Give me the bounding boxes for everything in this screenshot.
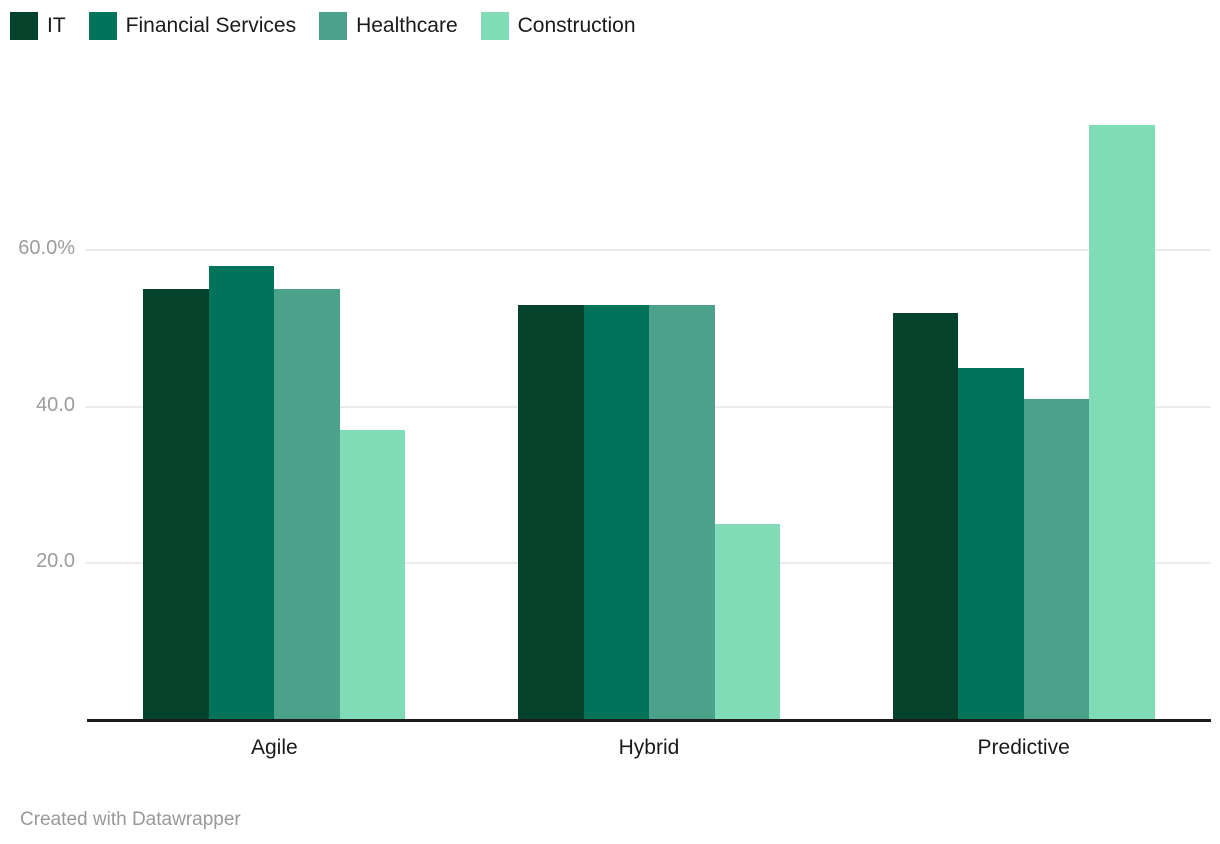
bar-financial-services-predictive xyxy=(958,367,1024,720)
category-label-hybrid: Hybrid xyxy=(618,736,680,759)
y-tick-label: 20.0 xyxy=(36,550,75,573)
legend-item-healthcare: Healthcare xyxy=(319,12,458,40)
legend: IT Financial Services Healthcare Constructi… xyxy=(10,12,636,40)
legend-label: Healthcare xyxy=(356,14,458,37)
x-axis-line xyxy=(87,719,1211,722)
legend-item-it: IT xyxy=(10,12,66,40)
bar-it-hybrid xyxy=(518,304,584,720)
legend-swatch-icon xyxy=(480,12,509,40)
bar-construction-predictive xyxy=(1089,124,1155,720)
legend-swatch-icon xyxy=(88,12,117,40)
legend-label: IT xyxy=(47,14,66,37)
bar-construction-hybrid xyxy=(714,524,780,720)
bar-healthcare-predictive xyxy=(1023,398,1090,720)
legend-item-construction: Construction xyxy=(480,12,636,40)
legend-swatch-icon xyxy=(10,12,38,40)
bar-financial-services-hybrid xyxy=(583,304,649,720)
gridline-60 xyxy=(85,249,1211,251)
y-tick-label: 40.0 xyxy=(36,393,75,416)
legend-label: Construction xyxy=(517,14,636,37)
bar-financial-services-agile xyxy=(208,265,275,720)
bar-healthcare-agile xyxy=(274,289,340,720)
category-label-predictive: Predictive xyxy=(977,736,1070,759)
category-label-agile: Agile xyxy=(250,736,298,759)
bar-it-agile xyxy=(143,289,209,720)
bar-construction-agile xyxy=(339,430,406,720)
bar-it-predictive xyxy=(892,312,959,720)
datawrapper-credit: Created with Datawrapper xyxy=(20,809,241,830)
legend-swatch-icon xyxy=(319,12,348,40)
bar-healthcare-hybrid xyxy=(649,304,715,720)
legend-label: Financial Services xyxy=(125,14,297,37)
legend-item-financial-services: Financial Services xyxy=(88,12,297,40)
y-tick-label: 60.0% xyxy=(18,237,75,259)
